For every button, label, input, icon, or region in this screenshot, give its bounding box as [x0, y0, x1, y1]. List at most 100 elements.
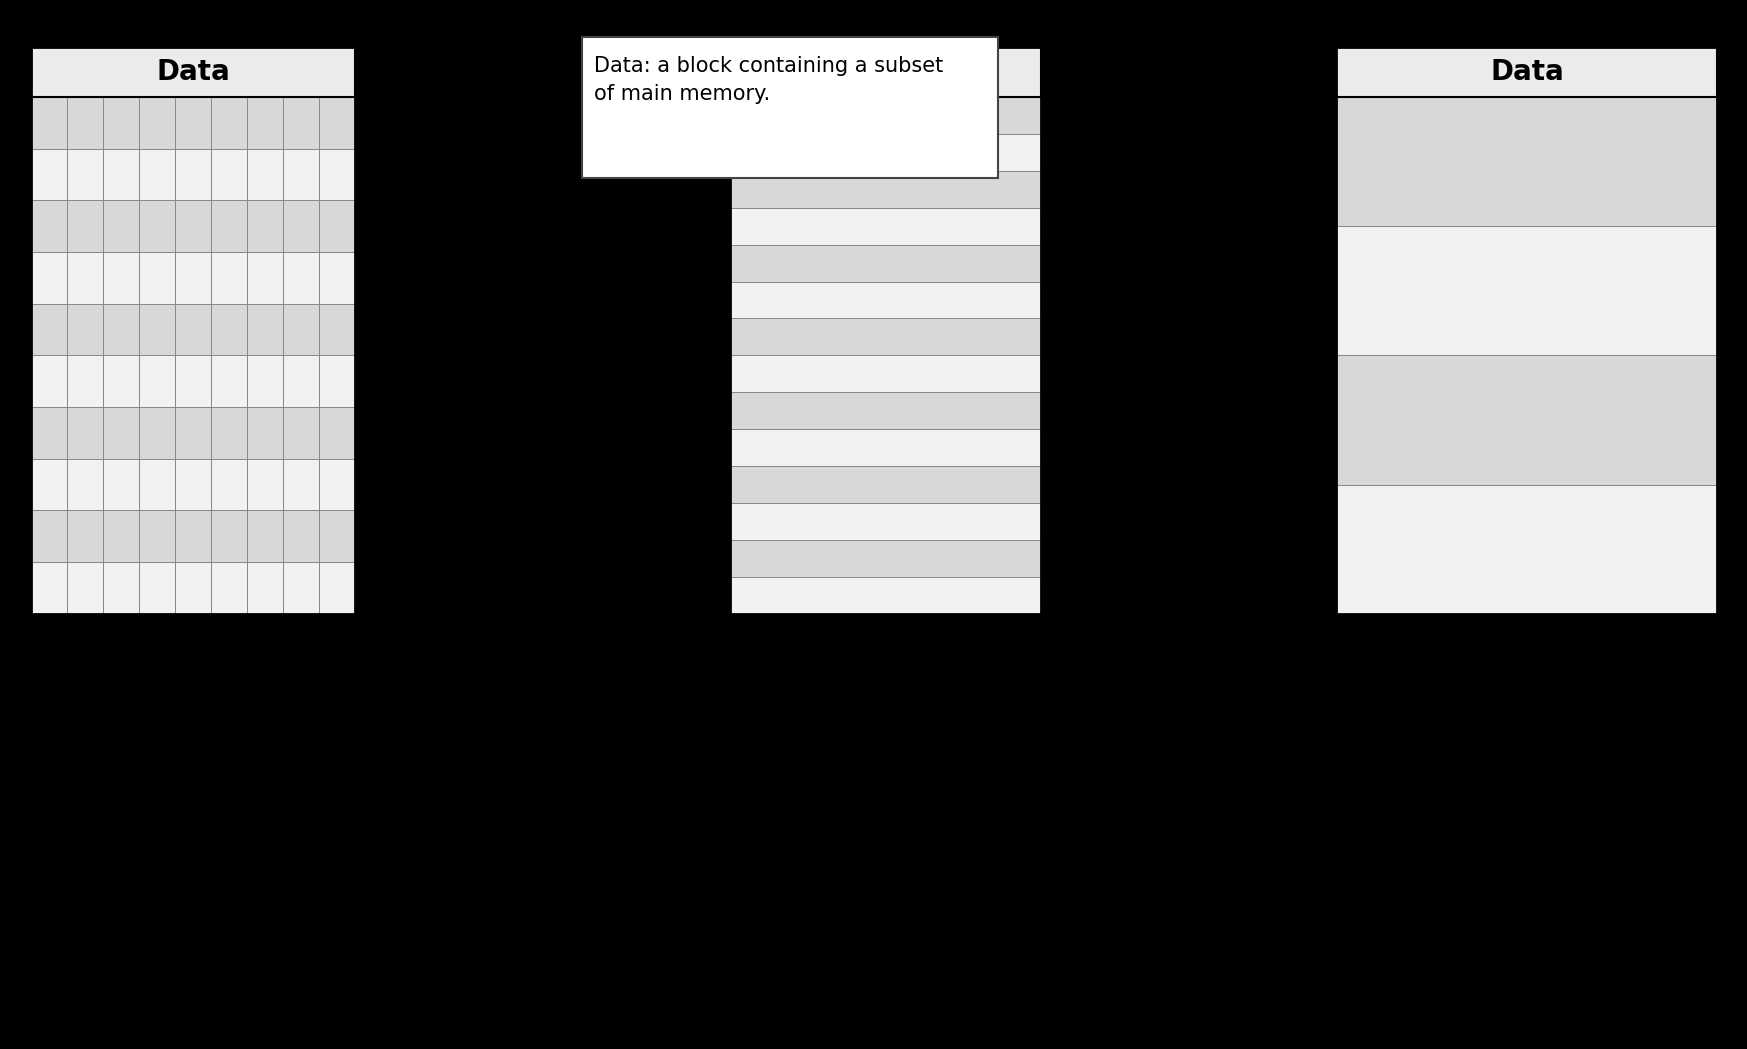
Bar — [175, 458, 211, 511]
Bar — [31, 407, 68, 458]
Bar — [31, 562, 68, 614]
Bar — [103, 511, 140, 562]
Bar — [730, 171, 1041, 208]
Bar — [283, 149, 318, 200]
Bar — [1336, 47, 1717, 614]
Bar — [103, 458, 140, 511]
Bar — [140, 356, 175, 407]
Bar — [140, 252, 175, 304]
Bar — [68, 356, 103, 407]
Bar — [211, 407, 246, 458]
Bar — [246, 304, 283, 356]
Bar — [175, 98, 211, 149]
Bar — [211, 458, 246, 511]
Bar — [103, 200, 140, 252]
Bar — [318, 407, 355, 458]
Bar — [140, 98, 175, 149]
Bar — [730, 429, 1041, 466]
Bar — [318, 562, 355, 614]
Bar — [283, 98, 318, 149]
Bar — [31, 304, 68, 356]
Bar — [318, 304, 355, 356]
Bar — [140, 407, 175, 458]
Bar — [1336, 98, 1717, 227]
Bar — [1336, 485, 1717, 614]
Bar — [103, 356, 140, 407]
Bar — [730, 502, 1041, 540]
Bar — [140, 200, 175, 252]
Bar — [175, 562, 211, 614]
Bar — [283, 252, 318, 304]
Bar — [730, 47, 1041, 98]
Bar — [246, 252, 283, 304]
Bar — [31, 511, 68, 562]
Bar — [68, 562, 103, 614]
Bar — [730, 208, 1041, 244]
Bar — [68, 200, 103, 252]
Bar — [103, 252, 140, 304]
Text: Data: Data — [155, 58, 231, 86]
Bar — [283, 511, 318, 562]
Bar — [730, 134, 1041, 171]
Bar — [283, 562, 318, 614]
Bar — [31, 252, 68, 304]
Bar — [175, 356, 211, 407]
Bar — [211, 511, 246, 562]
Bar — [31, 458, 68, 511]
Bar — [318, 511, 355, 562]
Bar — [211, 562, 246, 614]
Bar — [140, 304, 175, 356]
Bar — [68, 149, 103, 200]
Bar — [283, 356, 318, 407]
Bar — [318, 252, 355, 304]
Bar — [246, 458, 283, 511]
Bar — [246, 356, 283, 407]
Bar — [103, 304, 140, 356]
Bar — [68, 511, 103, 562]
Bar — [211, 149, 246, 200]
Bar — [730, 281, 1041, 319]
Bar — [31, 98, 68, 149]
Bar — [103, 149, 140, 200]
Bar — [582, 37, 998, 178]
Bar — [246, 200, 283, 252]
Bar — [140, 149, 175, 200]
Bar — [140, 458, 175, 511]
Bar — [246, 511, 283, 562]
Bar — [211, 252, 246, 304]
Bar — [103, 98, 140, 149]
Bar — [318, 98, 355, 149]
Bar — [68, 407, 103, 458]
Text: Data: Data — [1490, 58, 1564, 86]
Bar — [246, 407, 283, 458]
Bar — [283, 407, 318, 458]
Bar — [246, 149, 283, 200]
Bar — [31, 47, 355, 614]
Bar — [730, 98, 1041, 134]
Text: Data: a block containing a subset
of main memory.: Data: a block containing a subset of mai… — [594, 56, 943, 105]
Bar — [318, 458, 355, 511]
Bar — [318, 356, 355, 407]
Bar — [31, 200, 68, 252]
Bar — [730, 47, 1041, 614]
Bar — [68, 252, 103, 304]
Bar — [103, 562, 140, 614]
Bar — [730, 319, 1041, 356]
Bar — [211, 304, 246, 356]
Bar — [175, 511, 211, 562]
Bar — [1336, 47, 1717, 98]
Bar — [730, 392, 1041, 429]
Bar — [1336, 356, 1717, 485]
Bar — [140, 562, 175, 614]
Bar — [211, 200, 246, 252]
Bar — [175, 149, 211, 200]
Bar — [175, 200, 211, 252]
Bar — [175, 252, 211, 304]
Bar — [730, 356, 1041, 392]
Bar — [730, 466, 1041, 502]
Bar — [211, 356, 246, 407]
Bar — [246, 98, 283, 149]
Bar — [103, 407, 140, 458]
Bar — [68, 458, 103, 511]
Bar — [31, 149, 68, 200]
